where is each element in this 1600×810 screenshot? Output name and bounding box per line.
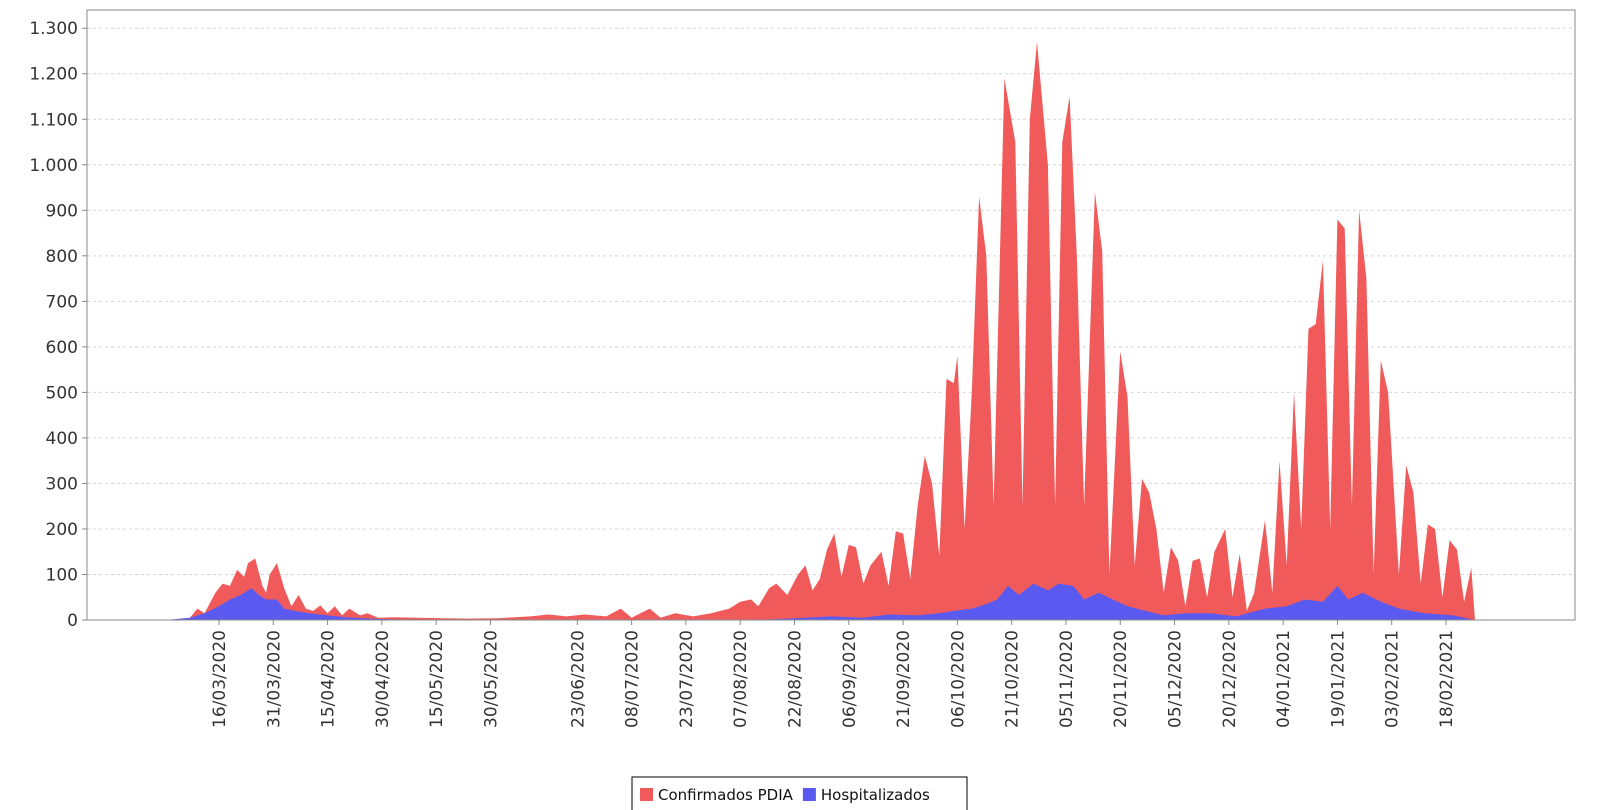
x-tick-label: 05/12/2020 (1166, 630, 1186, 728)
plot-frame (86, 9, 1576, 621)
legend-label-confirmed: Confirmados PDIA (658, 786, 794, 804)
y-tick-label: 900 (46, 201, 78, 221)
legend: Confirmados PDIA Hospitalizados (631, 776, 968, 810)
y-tick-label: 200 (46, 520, 78, 540)
x-tick-label: 03/02/2021 (1383, 630, 1403, 728)
x-tick-label: 20/12/2020 (1220, 630, 1240, 728)
x-tick-label: 19/01/2021 (1328, 630, 1348, 728)
y-tick-label: 300 (46, 474, 78, 494)
hospitalized-area (164, 583, 1476, 620)
x-tick-label: 16/03/2020 (210, 630, 230, 728)
x-axis-ticks: 16/03/2020 31/03/2020 15/04/2020 30/04/2020… (210, 620, 1457, 728)
y-tick-label: 700 (46, 292, 78, 312)
x-tick-label: 05/11/2020 (1057, 630, 1077, 728)
y-tick-label: 500 (46, 383, 78, 403)
x-tick-label: 23/07/2020 (677, 630, 697, 728)
y-tick-label: 1.000 (29, 156, 78, 176)
y-axis-ticks: 0 100 200 300 400 500 600 700 800 900 1.000 1.100 1.… (29, 19, 87, 631)
x-tick-label: 20/11/2020 (1111, 630, 1131, 728)
x-tick-label: 04/01/2021 (1274, 630, 1294, 728)
y-tick-label: 1.100 (29, 110, 78, 130)
x-tick-label: 15/04/2020 (319, 630, 339, 728)
x-tick-label: 23/06/2020 (568, 630, 588, 728)
x-tick-label: 21/09/2020 (894, 630, 914, 728)
x-tick-label: 06/10/2020 (948, 630, 968, 728)
axes (86, 9, 1576, 621)
legend-swatch-hospitalized (802, 788, 816, 801)
y-tick-label: 1.200 (29, 65, 78, 85)
confirmed-area (164, 41, 1476, 620)
x-tick-label: 08/07/2020 (623, 630, 643, 728)
y-tick-label: 800 (46, 247, 78, 267)
x-tick-label: 18/02/2021 (1437, 630, 1457, 728)
x-tick-label: 22/08/2020 (786, 630, 806, 728)
y-tick-label: 600 (46, 338, 78, 358)
legend-box (631, 776, 968, 810)
legend-swatch-confirmed (640, 788, 653, 801)
x-tick-label: 21/10/2020 (1003, 630, 1023, 728)
x-tick-label: 31/03/2020 (264, 630, 284, 728)
y-tick-label: 0 (67, 611, 78, 631)
y-tick-label: 100 (46, 565, 78, 585)
x-tick-label: 06/09/2020 (840, 630, 860, 728)
gridlines (87, 27, 1575, 575)
y-tick-label: 1.300 (29, 19, 78, 39)
legend-label-hospitalized: Hospitalizados (821, 786, 930, 804)
x-tick-label: 30/04/2020 (373, 630, 393, 728)
y-tick-label: 400 (46, 429, 78, 449)
series-areas (164, 41, 1476, 620)
x-tick-label: 07/08/2020 (731, 630, 751, 728)
x-tick-label: 15/05/2020 (427, 630, 447, 728)
x-tick-label: 30/05/2020 (482, 630, 502, 728)
